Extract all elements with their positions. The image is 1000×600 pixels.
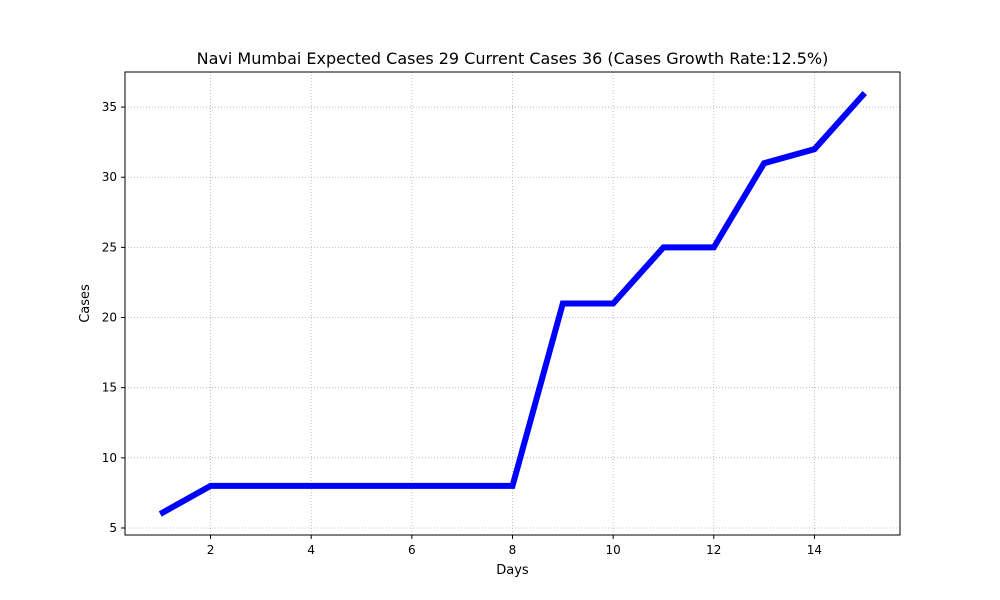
y-tick-label: 20: [102, 311, 117, 325]
y-tick-label: 30: [102, 170, 117, 184]
axis-ticks: 2 4 6 8 10 12 14 5 10 15 20 25 30 35: [102, 100, 822, 557]
x-tick-label: 12: [706, 543, 721, 557]
x-tick-label: 2: [207, 543, 215, 557]
y-axis-title: Cases: [78, 284, 93, 323]
x-tick-label: 8: [509, 543, 517, 557]
series-layer: [158, 91, 868, 517]
series-line-0: [158, 91, 868, 517]
y-tick-label: 15: [102, 381, 117, 395]
chart-title: Navi Mumbai Expected Cases 29 Current Ca…: [197, 49, 829, 68]
y-tick-label: 10: [102, 451, 117, 465]
x-axis-title: Days: [496, 563, 529, 578]
grid-lines: [125, 72, 900, 535]
x-tick-label: 6: [408, 543, 416, 557]
y-tick-label: 35: [102, 100, 117, 114]
y-tick-label: 5: [109, 521, 117, 535]
x-tick-label: 4: [307, 543, 315, 557]
x-tick-label: 10: [606, 543, 621, 557]
y-tick-label: 25: [102, 240, 117, 254]
x-tick-label: 14: [807, 543, 822, 557]
